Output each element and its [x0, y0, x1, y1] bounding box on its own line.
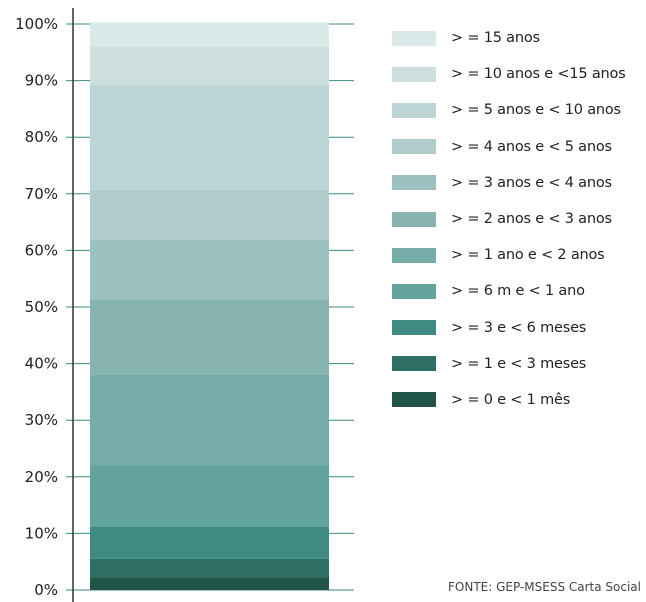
legend-item: > = 5 anos e < 10 anos [392, 92, 644, 128]
y-tick-label: 40% [25, 355, 58, 373]
bar-segment [90, 558, 329, 578]
legend-item: > = 4 anos e < 5 anos [392, 129, 644, 165]
legend-item: > = 10 anos e <15 anos [392, 56, 644, 92]
legend-label: > = 1 ano e < 2 anos [451, 247, 605, 264]
legend-swatch [392, 211, 436, 227]
legend-item: > = 2 anos e < 3 anos [392, 201, 644, 237]
legend-label: > = 4 anos e < 5 anos [451, 138, 612, 155]
legend-swatch [392, 247, 436, 263]
legend-label: > = 15 anos [451, 30, 540, 47]
bar-segment [90, 526, 329, 559]
legend-label: > = 3 e < 6 meses [451, 319, 587, 336]
legend-label: > = 6 m e < 1 ano [451, 283, 585, 300]
legend-swatch [392, 320, 436, 336]
bar-segment [90, 189, 329, 240]
bar-segment [90, 465, 329, 527]
legend-swatch [392, 30, 436, 46]
legend-swatch [392, 139, 436, 155]
source-note: FONTE: GEP-MSESS Carta Social [448, 580, 641, 594]
legend-item: > = 15 anos [392, 20, 644, 56]
legend-swatch [392, 392, 436, 408]
y-tick-label: 80% [25, 128, 58, 146]
legend-swatch [392, 102, 436, 118]
y-tick-label: 20% [25, 468, 58, 486]
bar-segment [90, 22, 329, 47]
legend-label: > = 0 e < 1 mês [451, 391, 571, 408]
bar-segments [90, 22, 329, 590]
bar-segment [90, 239, 329, 300]
y-tick-label: 70% [25, 185, 58, 203]
legend-label: > = 2 anos e < 3 anos [451, 211, 612, 228]
y-tick-label: 0% [34, 581, 58, 599]
legend-item: > = 0 e < 1 mês [392, 382, 644, 418]
legend-swatch [392, 283, 436, 299]
legend-label: > = 1 e < 3 meses [451, 355, 587, 372]
legend-item: > = 3 anos e < 4 anos [392, 165, 644, 201]
y-tick-label: 100% [15, 15, 58, 33]
y-tick-label: 60% [25, 241, 58, 259]
legend-item: > = 1 ano e < 2 anos [392, 237, 644, 273]
legend-item: > = 3 e < 6 meses [392, 310, 644, 346]
legend-swatch [392, 175, 436, 191]
bar-segment [90, 85, 329, 190]
legend: > = 15 anos > = 10 anos e <15 anos > = 5… [392, 20, 644, 418]
legend-label: > = 3 anos e < 4 anos [451, 174, 612, 191]
y-tick-label: 90% [25, 72, 58, 90]
y-tick-label: 50% [25, 298, 58, 316]
legend-item: > = 6 m e < 1 ano [392, 273, 644, 309]
legend-label: > = 5 anos e < 10 anos [451, 102, 621, 119]
bar-segment [90, 46, 329, 86]
y-tick-label: 10% [25, 524, 58, 542]
y-tick-label: 30% [25, 411, 58, 429]
legend-label: > = 10 anos e <15 anos [451, 66, 626, 83]
legend-swatch [392, 66, 436, 82]
legend-item: > = 1 e < 3 meses [392, 346, 644, 382]
bar-segment [90, 299, 329, 375]
y-tick-labels: 0% 10% 20% 30% 40% 50% 60% 70% 80% 90% 100% [15, 15, 58, 599]
legend-swatch [392, 356, 436, 372]
bar-segment [90, 374, 329, 466]
bar-segment [90, 577, 329, 590]
